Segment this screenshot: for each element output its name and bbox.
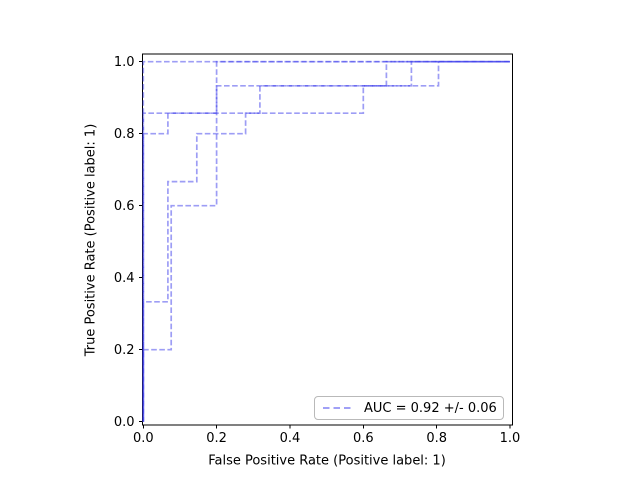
legend-label: AUC = 0.92 +/- 0.06	[364, 400, 497, 416]
x-tick-label: 0.6	[353, 431, 374, 446]
x-tick-label: 0.8	[426, 431, 447, 446]
roc-curve-fold-5	[142, 60, 510, 422]
legend: AUC = 0.92 +/- 0.06	[314, 396, 504, 420]
y-axis-label: True Positive Rate (Positive label: 1)	[83, 123, 99, 357]
x-tick-label: 0.4	[280, 431, 301, 446]
y-tick-label: 0.4	[114, 271, 135, 286]
y-tick-label: 0.2	[114, 343, 135, 358]
x-tick-label: 1.0	[500, 431, 521, 446]
y-tick-label: 0.6	[114, 199, 135, 214]
x-axis-label: False Positive Rate (Positive label: 1)	[208, 453, 446, 469]
roc-curve-fold-4	[142, 60, 510, 422]
y-tick-label: 1.0	[114, 55, 135, 70]
axes-spines	[142, 53, 513, 426]
legend-dashed-line-sample	[323, 407, 354, 409]
roc-curve-fold-1	[142, 60, 510, 422]
x-tick-label: 0.0	[133, 431, 154, 446]
x-tick-label: 0.2	[206, 431, 227, 446]
roc-curve-fold-2	[142, 60, 510, 422]
roc-curve-fold-3	[142, 60, 510, 422]
y-tick-label: 0.0	[114, 415, 135, 430]
y-tick-label: 0.8	[114, 127, 135, 142]
